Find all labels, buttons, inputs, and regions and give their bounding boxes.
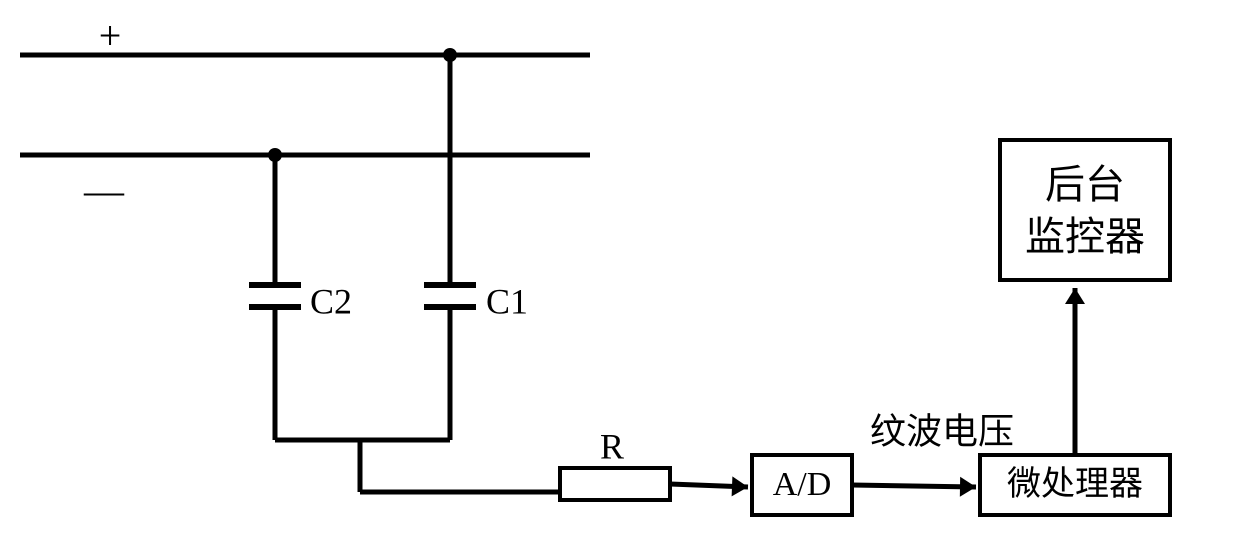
label: — bbox=[83, 168, 125, 213]
label: 监控器 bbox=[1025, 214, 1145, 259]
circuit-diagram: + — C1 C2 R A/D 微处理器 后台监控器纹波电压 bbox=[0, 0, 1240, 554]
label: R bbox=[600, 426, 624, 466]
label: + bbox=[99, 13, 122, 58]
label: 纹波电压 bbox=[870, 411, 1014, 451]
label: 后台 bbox=[1045, 162, 1125, 207]
label: A/D bbox=[773, 466, 832, 503]
label: C2 bbox=[310, 281, 352, 321]
label: C1 bbox=[486, 281, 528, 321]
label: 微处理器 bbox=[1007, 465, 1143, 503]
